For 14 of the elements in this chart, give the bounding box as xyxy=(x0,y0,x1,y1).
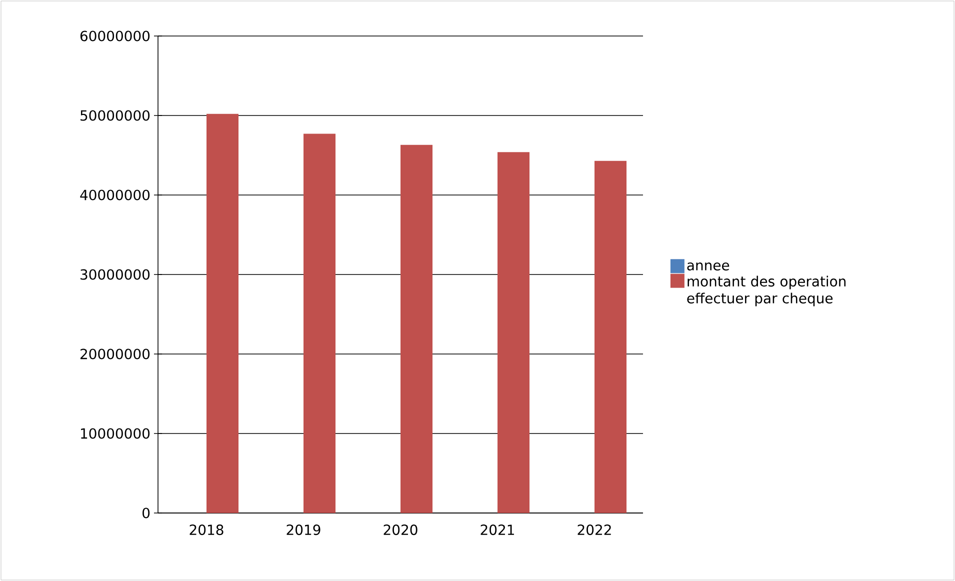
x-tick-label: 2018 xyxy=(190,524,224,536)
y-tick-label: 0 xyxy=(142,508,150,518)
x-tick-label: 2019 xyxy=(286,524,320,536)
y-tick-label: 30000000 xyxy=(80,269,150,280)
legend-label: annee xyxy=(687,262,730,270)
x-tick-label: 2022 xyxy=(578,524,611,536)
y-tick-label: 40000000 xyxy=(80,190,150,200)
y-tick-label: 10000000 xyxy=(81,428,150,439)
y-tick-label: 20000000 xyxy=(80,348,150,360)
legend-label: montant des operation effectuer par cheque xyxy=(687,276,846,306)
x-tick-label: 2020 xyxy=(384,524,418,536)
y-tick-label: 60000000 xyxy=(80,30,150,42)
y-tick-label: 50000000 xyxy=(80,110,150,121)
x-tick-label: 2021 xyxy=(480,524,514,536)
